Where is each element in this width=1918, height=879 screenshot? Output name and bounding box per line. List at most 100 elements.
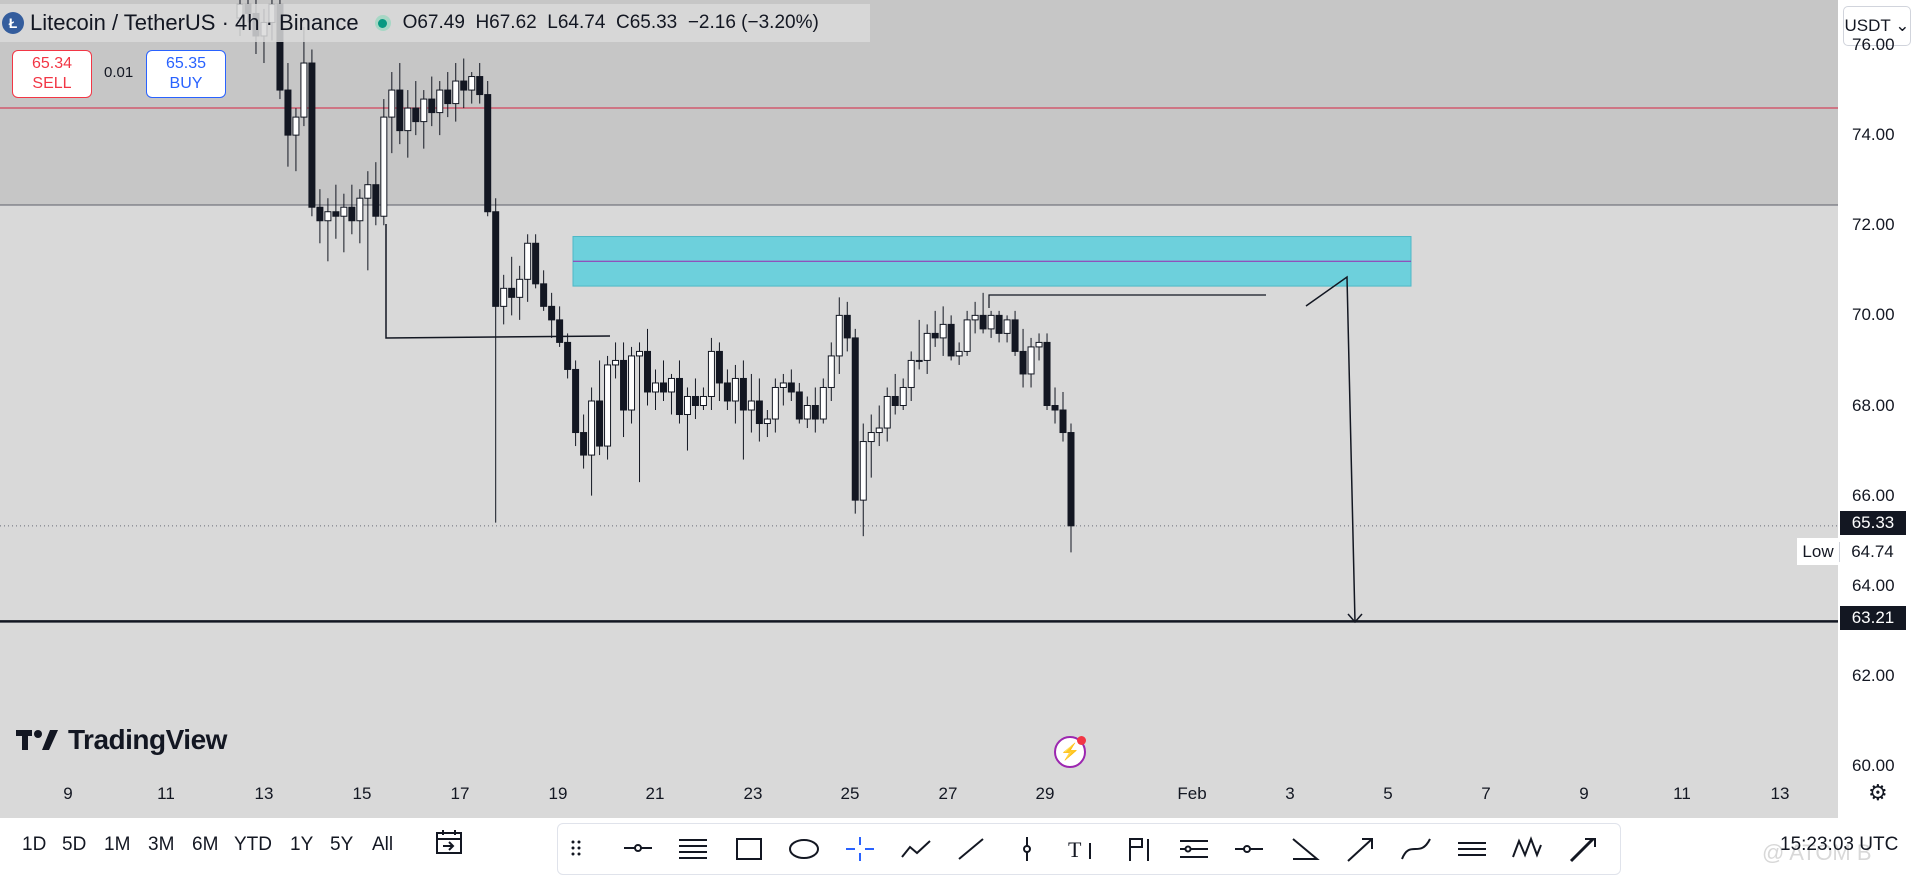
candle-body <box>636 350 644 357</box>
candle-body <box>476 76 484 96</box>
candle-body <box>484 94 492 213</box>
clock[interactable]: 15:23:03 UTC <box>1780 834 1899 855</box>
candle-body <box>612 359 620 366</box>
candle-body <box>516 278 524 298</box>
candle <box>372 162 380 226</box>
candle <box>755 378 763 442</box>
range-6m[interactable]: 6M <box>192 834 219 855</box>
range-1d[interactable]: 1D <box>22 834 47 855</box>
symbol-header[interactable]: Ł Litecoin / TetherUS · 4h · Binance O67… <box>2 4 819 42</box>
symbol-title[interactable]: Litecoin / TetherUS · 4h · Binance <box>30 10 359 35</box>
trend-line-icon[interactable] <box>951 824 991 874</box>
range-ytd[interactable]: YTD <box>234 834 272 855</box>
candle <box>444 72 452 118</box>
curve-icon[interactable] <box>1396 824 1436 874</box>
time-tick: 19 <box>548 784 568 803</box>
candle-body <box>907 359 915 388</box>
candle <box>907 351 915 401</box>
candle-body <box>1043 341 1051 407</box>
candle <box>851 328 859 514</box>
candle-body <box>971 314 979 321</box>
candle <box>588 387 596 496</box>
flag-icon[interactable] <box>1118 824 1158 874</box>
rectangle-icon[interactable] <box>729 824 769 874</box>
sell-button[interactable]: 65.34 SELL <box>12 50 92 98</box>
candle <box>667 373 675 415</box>
candle-body <box>819 386 827 420</box>
candle-body <box>1051 405 1059 411</box>
candle-body <box>596 400 604 447</box>
path-icon[interactable] <box>896 824 936 874</box>
candle-body <box>388 89 396 118</box>
candle-body <box>524 242 532 280</box>
candle <box>492 198 500 523</box>
parallel-channel-icon[interactable] <box>673 824 713 874</box>
range-1y[interactable]: 1Y <box>290 834 314 855</box>
candle <box>572 360 580 447</box>
candle <box>620 342 628 438</box>
candle <box>715 342 723 401</box>
time-tick: 11 <box>157 784 175 803</box>
range-5d[interactable]: 5D <box>62 834 87 855</box>
candle-body <box>540 283 548 307</box>
buy-button[interactable]: 65.35 BUY <box>146 50 226 98</box>
candle-body <box>284 89 292 136</box>
candle-body <box>835 314 843 357</box>
candle <box>468 72 476 104</box>
triangle-icon[interactable] <box>1285 824 1325 874</box>
candle <box>596 360 604 456</box>
range-5y[interactable]: 5Y <box>330 834 354 855</box>
candle <box>412 81 420 136</box>
candle-body <box>324 211 332 222</box>
candle-body <box>572 368 580 434</box>
candle <box>1035 333 1043 361</box>
candle-body <box>859 441 867 501</box>
candle-body <box>891 395 899 406</box>
candle <box>731 364 739 424</box>
candle <box>380 99 388 226</box>
ellipse-icon[interactable] <box>784 824 824 874</box>
range-all[interactable]: All <box>372 834 394 855</box>
range-3m[interactable]: 3M <box>148 834 175 855</box>
flash-alert-icon[interactable]: ⚡ <box>1054 736 1086 768</box>
candle <box>795 382 803 424</box>
date-range-picker-icon[interactable] <box>434 828 464 862</box>
candle <box>516 265 524 320</box>
vertical-line-icon[interactable] <box>1007 824 1047 874</box>
candle-body <box>308 62 316 208</box>
arrow-icon[interactable] <box>1340 824 1380 874</box>
candle-body <box>1067 432 1075 527</box>
candle-body <box>707 350 715 397</box>
candle-body <box>795 391 803 420</box>
horizontal-ray-icon[interactable] <box>1229 824 1269 874</box>
currency-selector[interactable]: USDT ⌄ <box>1843 6 1911 46</box>
candle-body <box>875 427 883 434</box>
axis-settings-icon[interactable]: ⚙ <box>1868 780 1888 805</box>
candle-body <box>1027 346 1035 375</box>
candle-body <box>444 89 452 105</box>
candle <box>1067 423 1075 553</box>
candle-body <box>659 382 667 393</box>
buy-label: BUY <box>169 75 203 92</box>
fib-icon[interactable] <box>1174 824 1214 874</box>
pattern-icon[interactable] <box>1507 824 1547 874</box>
range-1m[interactable]: 1M <box>104 834 131 855</box>
candle <box>891 373 899 415</box>
logo-text: TradingView <box>68 724 227 755</box>
brush-icon[interactable] <box>1563 824 1603 874</box>
drag-handle-icon[interactable] <box>562 824 602 874</box>
time-tick: 13 <box>254 784 274 803</box>
candle <box>580 414 588 469</box>
candle <box>1019 328 1027 388</box>
projection-arrow <box>1305 275 1356 623</box>
candle <box>636 342 644 483</box>
crosshair-icon[interactable] <box>840 824 880 874</box>
candle <box>955 342 963 365</box>
horizontal-line-icon[interactable] <box>618 824 658 874</box>
text-anchor-icon[interactable]: T <box>1062 824 1102 874</box>
candle-body <box>428 98 436 114</box>
long-position-icon[interactable] <box>1452 824 1492 874</box>
candle <box>1043 333 1051 411</box>
